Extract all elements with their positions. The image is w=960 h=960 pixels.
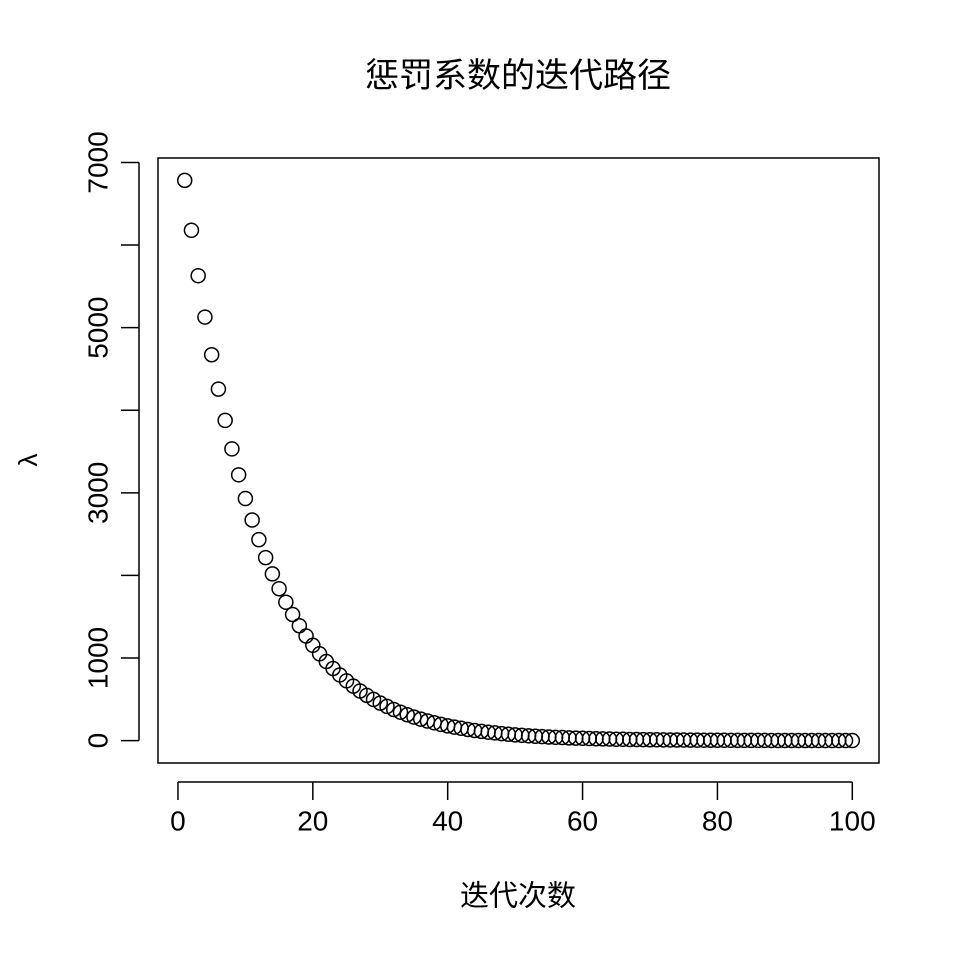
point [257, 549, 274, 566]
y-tick-label: 3000 [82, 462, 113, 524]
x-tick-label: 0 [170, 805, 186, 836]
point [183, 222, 200, 239]
point [224, 441, 240, 457]
point [284, 606, 301, 623]
point [197, 309, 213, 325]
y-axis-label: λ [13, 454, 43, 467]
point [203, 346, 220, 363]
y-tick-label: 7000 [82, 131, 113, 193]
point [244, 512, 260, 528]
y-tick-label: 5000 [82, 296, 113, 358]
chart-title: 惩罚系数的迭代路径 [365, 57, 671, 95]
point [291, 617, 308, 634]
x-tick-label: 60 [567, 805, 598, 836]
point [264, 566, 281, 582]
point [837, 732, 854, 749]
point [379, 698, 395, 715]
point [176, 172, 193, 189]
y-tick-label: 0 [82, 733, 113, 749]
point [230, 467, 247, 483]
point [210, 381, 227, 397]
point [237, 490, 254, 507]
point [385, 701, 402, 718]
point [278, 594, 294, 610]
point [217, 412, 233, 429]
x-tick-label: 20 [297, 805, 328, 836]
point [392, 704, 409, 720]
point [271, 580, 287, 597]
point [251, 531, 267, 548]
x-axis-label: 迭代次数 [460, 880, 576, 913]
point [399, 707, 415, 723]
x-tick-label: 100 [829, 805, 876, 836]
point [190, 267, 206, 284]
y-tick-label: 1000 [82, 627, 113, 689]
point [298, 628, 314, 644]
x-tick-label: 40 [432, 805, 463, 836]
x-tick-label: 80 [702, 805, 733, 836]
plot-frame [157, 157, 880, 764]
point [844, 732, 861, 749]
